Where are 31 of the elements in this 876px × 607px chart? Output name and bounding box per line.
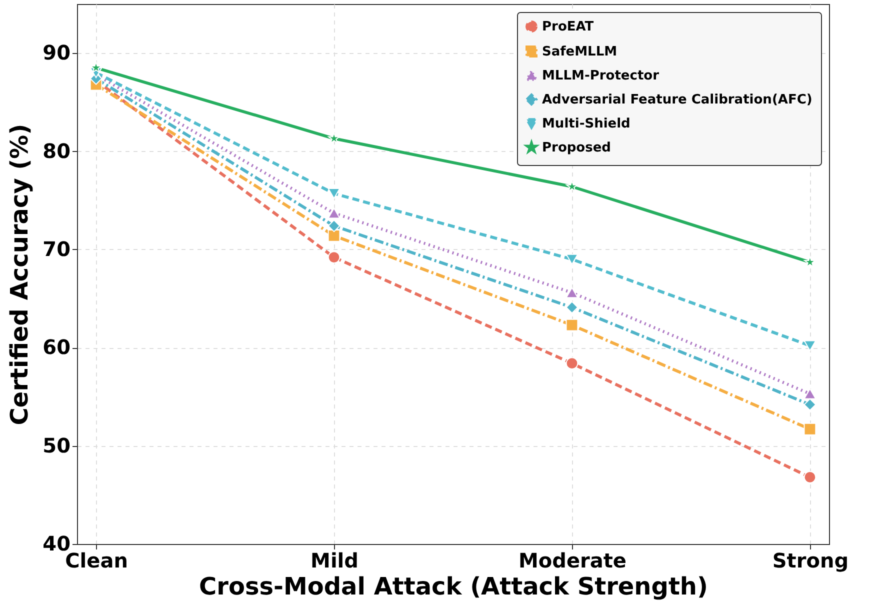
point: [328, 208, 340, 219]
y-tick-label: 80: [42, 138, 70, 163]
legend-label: MLLM-Protector: [542, 68, 660, 84]
point: [566, 254, 578, 265]
y-tick-label: 50: [42, 433, 70, 458]
legend-label: SafeMLLM: [542, 44, 618, 60]
point: [804, 388, 816, 400]
x-tick-label: Strong: [772, 548, 849, 572]
y-tick-label: 90: [42, 40, 70, 65]
point: [804, 340, 816, 352]
point: [804, 422, 816, 436]
x-tick-label: Mild: [310, 548, 358, 572]
legend-label: Adversarial Feature Calibration(AFC): [542, 92, 812, 108]
point: [328, 220, 340, 232]
legend-label: ProEAT: [542, 20, 594, 34]
y-tick-label: 70: [42, 236, 70, 261]
point: [566, 318, 578, 332]
point: [328, 251, 340, 264]
y-tick-label: 60: [42, 335, 70, 360]
legend-label: Multi-Shield: [542, 116, 630, 132]
y-axis-title: Certified Accuracy (%): [6, 124, 34, 426]
point: [328, 230, 340, 242]
x-tick-label: Moderate: [518, 548, 626, 572]
point: [804, 471, 816, 484]
legend-label: Proposed: [542, 140, 611, 156]
x-axis-title: Cross-Modal Attack (Attack Strength): [199, 572, 708, 600]
point: [566, 287, 578, 298]
point: [566, 357, 578, 370]
point: [566, 301, 578, 314]
point: [804, 398, 816, 411]
point: [328, 188, 340, 199]
